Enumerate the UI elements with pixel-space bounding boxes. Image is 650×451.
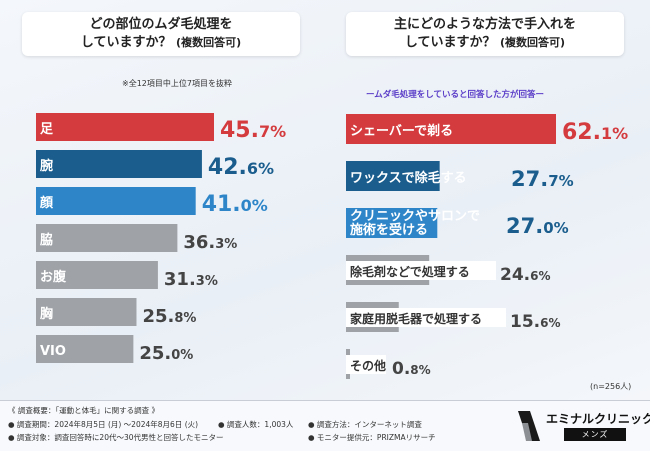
right-chart-title: 主にどのような方法で手入れを していますか？ (複数回答可) xyxy=(346,12,624,56)
survey-provider: ● モニター提供元：PRIZMAリサーチ xyxy=(308,433,436,442)
left-bar-6 xyxy=(36,298,137,326)
left-bar-label-2: 腕 xyxy=(40,158,53,174)
right-bar-value-1: 62.1% xyxy=(562,120,628,145)
right-bar-label-1: シェーバーで剃る xyxy=(350,123,453,139)
left-bar-value-6: 25.8% xyxy=(142,306,196,327)
survey-period: ● 調査期間：2024年8月5日 (月) ～2024年8月6日 (火) xyxy=(8,420,199,429)
left-bar-label-7: VIO xyxy=(40,344,66,359)
right-chart-note: ームダ毛処理をしていると回答した方が回答ー xyxy=(366,90,544,100)
left-bar-2 xyxy=(36,150,202,178)
right-title-line2: していますか？ xyxy=(404,35,496,50)
left-title-suffix: (複数回答可) xyxy=(176,36,242,49)
right-bar-value-4: 24.6% xyxy=(500,265,551,285)
clinic-logo: エミナルクリニック メンズ xyxy=(516,408,650,444)
right-bar-value-6: 0.8% xyxy=(392,359,431,379)
right-title-line1: 主にどのような方法で手入れを xyxy=(393,17,576,32)
left-bar-label-3: 顔 xyxy=(39,195,54,211)
survey-method: ● 調査方法：インターネット調査 xyxy=(308,420,422,429)
right-bar-label-3: クリニックやサロンで施術を受ける xyxy=(350,209,480,238)
left-bar-5 xyxy=(36,261,158,289)
right-bar-label-6: その他 xyxy=(350,358,386,373)
right-label-bg-4 xyxy=(346,261,496,280)
right-title-suffix: (複数回答可) xyxy=(500,36,566,49)
right-bar-value-5: 15.6% xyxy=(510,312,561,332)
left-chart-title: どの部位のムダ毛処理を していますか？ (複数回答可) xyxy=(22,12,300,56)
right-bar-value-3: 27.0% xyxy=(506,214,569,238)
logo-name: エミナルクリニック xyxy=(546,412,650,426)
right-label-bg-5 xyxy=(346,308,506,327)
survey-footer: 《 調査概要：「運動と体毛」に関する調査 》 ● 調査期間：2024年8月5日 … xyxy=(0,400,650,451)
right-bar-3 xyxy=(346,208,438,238)
right-bar-1 xyxy=(346,114,556,144)
left-bar-value-7: 25.0% xyxy=(139,343,193,364)
left-bar-label-1: 足 xyxy=(40,122,54,137)
left-title-line2: していますか？ xyxy=(80,35,172,50)
right-label-bg-6 xyxy=(346,355,386,374)
sample-size-label: (n=256人) xyxy=(590,382,632,391)
right-bar-label-5: 家庭用脱毛器で処理する xyxy=(350,311,482,326)
left-bar-3 xyxy=(36,187,196,215)
left-bar-value-1: 45.7% xyxy=(220,118,286,143)
survey-target: ● 調査対象：調査回答時に20代～30代男性と回答したモニター xyxy=(8,433,224,442)
bar-charts: 足 45.7% 腕 42.6% 顔 41.0% 脇 36.3% お腹 31.3% 胸 25.8% VIO… xyxy=(36,113,628,379)
right-bar-value-2: 27.7% xyxy=(511,167,574,191)
right-bar-label-4: 除毛剤などで処理する xyxy=(350,264,470,279)
left-bar-1 xyxy=(36,113,214,141)
left-bar-value-2: 42.6% xyxy=(208,155,274,180)
survey-heading: 《 調査概要：「運動と体毛」に関する調査 》 xyxy=(8,406,160,415)
left-bar-value-5: 31.3% xyxy=(164,269,218,290)
left-bar-label-4: 脇 xyxy=(40,232,53,248)
survey-count: ● 調査人数：1,003人 xyxy=(218,420,294,429)
left-bar-label-6: 胸 xyxy=(40,306,53,322)
right-bar-2 xyxy=(346,161,440,191)
left-bar-value-3: 41.0% xyxy=(202,192,268,217)
left-bar-label-5: お腹 xyxy=(40,269,67,285)
left-bar-7 xyxy=(36,335,134,363)
left-bar-4 xyxy=(36,224,178,252)
right-bar-label-2: ワックスで除毛する xyxy=(350,170,467,186)
left-title-line1: どの部位のムダ毛処理を xyxy=(89,17,233,32)
logo-sub: メンズ xyxy=(564,428,626,441)
left-bar-value-4: 36.3% xyxy=(183,232,237,253)
logo-mark-icon xyxy=(518,411,540,441)
left-chart-note: ※全12項目中上位7項目を抜粋 xyxy=(122,79,232,88)
